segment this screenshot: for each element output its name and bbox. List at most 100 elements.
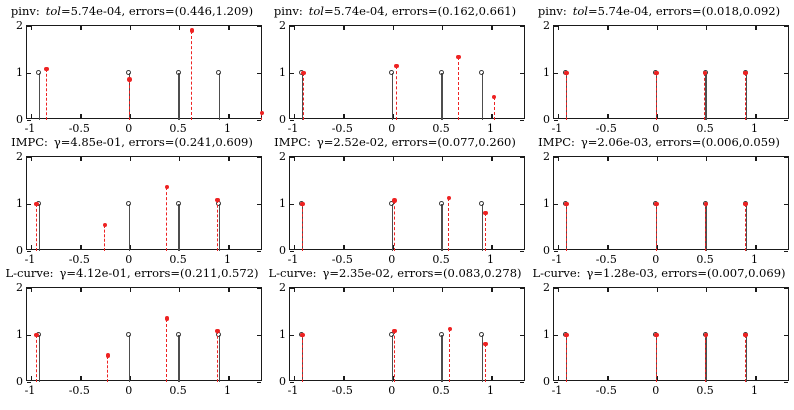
y-tick-label: 0: [279, 113, 286, 126]
y-tick-mark-right: [784, 26, 788, 28]
recovered-spike-stem: [107, 355, 109, 382]
y-tick-mark: [290, 204, 294, 206]
recovered-spike-marker: [164, 316, 170, 321]
recovered-spike-stem: [191, 30, 193, 120]
y-tick-label: 1: [543, 197, 550, 210]
true-spike-marker: [216, 69, 222, 75]
x-tick-label: -1: [24, 122, 36, 135]
recovered-spike-stem: [395, 65, 397, 120]
y-tick-mark-right: [784, 335, 788, 337]
recovered-spike-stem: [705, 335, 707, 382]
recovered-spike-stem: [393, 331, 395, 382]
true-spike-stem: [441, 73, 443, 120]
title-parameter-value: =2.52e-02,: [323, 135, 388, 149]
recovered-spike-marker: [105, 353, 110, 358]
true-spike-stem: [441, 204, 443, 251]
x-tick-label: 0.5: [696, 253, 714, 266]
x-tick-mark-top: [30, 288, 33, 292]
y-tick-mark: [554, 120, 558, 122]
y-tick-label: 2: [543, 150, 550, 163]
true-spike-stem: [218, 204, 221, 251]
x-tick-label: 0.5: [696, 384, 714, 397]
true-spike-stem: [218, 73, 221, 120]
title-parameter-symbol: tol: [45, 4, 61, 18]
y-tick-mark-right: [520, 73, 524, 75]
x-tick-label: -0.5: [68, 384, 90, 397]
x-tick-label: -1: [551, 122, 563, 135]
y-tick-mark-right: [520, 251, 524, 253]
plot-area: [553, 156, 789, 253]
x-tick-label: -1: [287, 384, 299, 397]
recovered-spike-stem: [302, 335, 304, 382]
x-tick-mark: [80, 376, 82, 380]
recovered-spike-stem: [302, 204, 304, 251]
y-tick-label: 1: [543, 66, 550, 79]
x-tick-mark-top: [129, 26, 131, 30]
recovered-spike-stem: [166, 187, 168, 251]
recovered-spike-marker: [300, 332, 305, 337]
recovered-spike-marker: [392, 328, 397, 334]
true-spike-marker: [438, 331, 444, 337]
title-method: IMPC:: [11, 135, 48, 149]
x-tick-label: -1: [551, 253, 563, 266]
subplot-title: L-curve: γ=4.12e-01, errors=(0.211,0.572…: [0, 267, 264, 280]
title-errors: errors=(0.007,0.069): [661, 266, 786, 280]
true-spike-stem: [39, 204, 41, 251]
recovered-spike-marker: [654, 332, 659, 337]
recovered-spike-stem: [36, 335, 38, 382]
x-tick-label: -1: [24, 253, 36, 266]
true-spike-stem: [218, 335, 221, 382]
x-tick-mark: [228, 376, 230, 380]
subplot-panel-r3c2: L-curve: γ=2.35e-02, errors=(0.083,0.278…: [263, 262, 527, 397]
true-spike-stem: [745, 335, 748, 382]
recovered-spike-marker: [564, 201, 569, 206]
x-tick-mark: [755, 114, 757, 118]
subplot-title: L-curve: γ=2.35e-02, errors=(0.083,0.278…: [263, 267, 527, 280]
true-spike-marker: [479, 331, 485, 337]
recovered-spike-marker: [301, 70, 306, 75]
y-tick-mark-right: [784, 157, 788, 159]
x-tick-mark: [343, 114, 345, 118]
subplot-title: L-curve: γ=1.28e-03, errors=(0.007,0.069…: [527, 267, 791, 280]
recovered-spike-marker: [446, 195, 451, 201]
x-tick-mark: [557, 376, 560, 380]
subplot-panel-r2c2: IMPC: γ=2.52e-02, errors=(0.077,0.260) -1…: [263, 131, 527, 266]
y-tick-mark-right: [784, 251, 788, 253]
recovered-spike-stem: [36, 204, 38, 251]
title-errors: errors=(0.241,0.609): [128, 135, 253, 149]
x-tick-mark-top: [343, 288, 345, 292]
title-errors: errors=(0.211,0.572): [134, 266, 259, 280]
x-tick-mark: [343, 376, 345, 380]
x-tick-label: 0.5: [169, 384, 187, 397]
recovered-spike-marker: [259, 111, 264, 116]
y-tick-mark-right: [520, 204, 524, 206]
recovered-spike-marker: [743, 201, 748, 206]
recovered-spike-marker: [654, 201, 659, 206]
x-tick-mark-top: [129, 157, 131, 161]
x-tick-label: 0.5: [696, 122, 714, 135]
y-tick-mark: [290, 288, 294, 290]
title-parameter-symbol: tol: [308, 4, 324, 18]
x-tick-mark-top: [557, 157, 560, 161]
x-tick-label: -1: [287, 253, 299, 266]
x-tick-mark-top: [179, 157, 181, 161]
y-tick-label: 1: [16, 197, 23, 210]
y-tick-label: 0: [279, 375, 286, 388]
recovered-spike-stem: [744, 73, 746, 120]
plot-area: [553, 25, 789, 122]
y-tick-mark: [290, 120, 294, 122]
x-tick-label: 0.5: [432, 253, 450, 266]
x-tick-mark-top: [607, 288, 609, 292]
title-method: pinv:: [10, 4, 40, 18]
y-tick-mark: [290, 335, 294, 337]
recovered-spike-stem: [484, 344, 486, 382]
x-tick-label: 0: [388, 122, 396, 135]
true-spike-marker: [126, 200, 132, 206]
true-spike-stem: [129, 204, 131, 251]
x-tick-mark-top: [706, 26, 708, 30]
true-spike-stem: [129, 335, 131, 382]
x-tick-label: 0: [125, 122, 133, 135]
y-tick-label: 2: [543, 19, 550, 32]
x-tick-mark-top: [179, 26, 181, 30]
